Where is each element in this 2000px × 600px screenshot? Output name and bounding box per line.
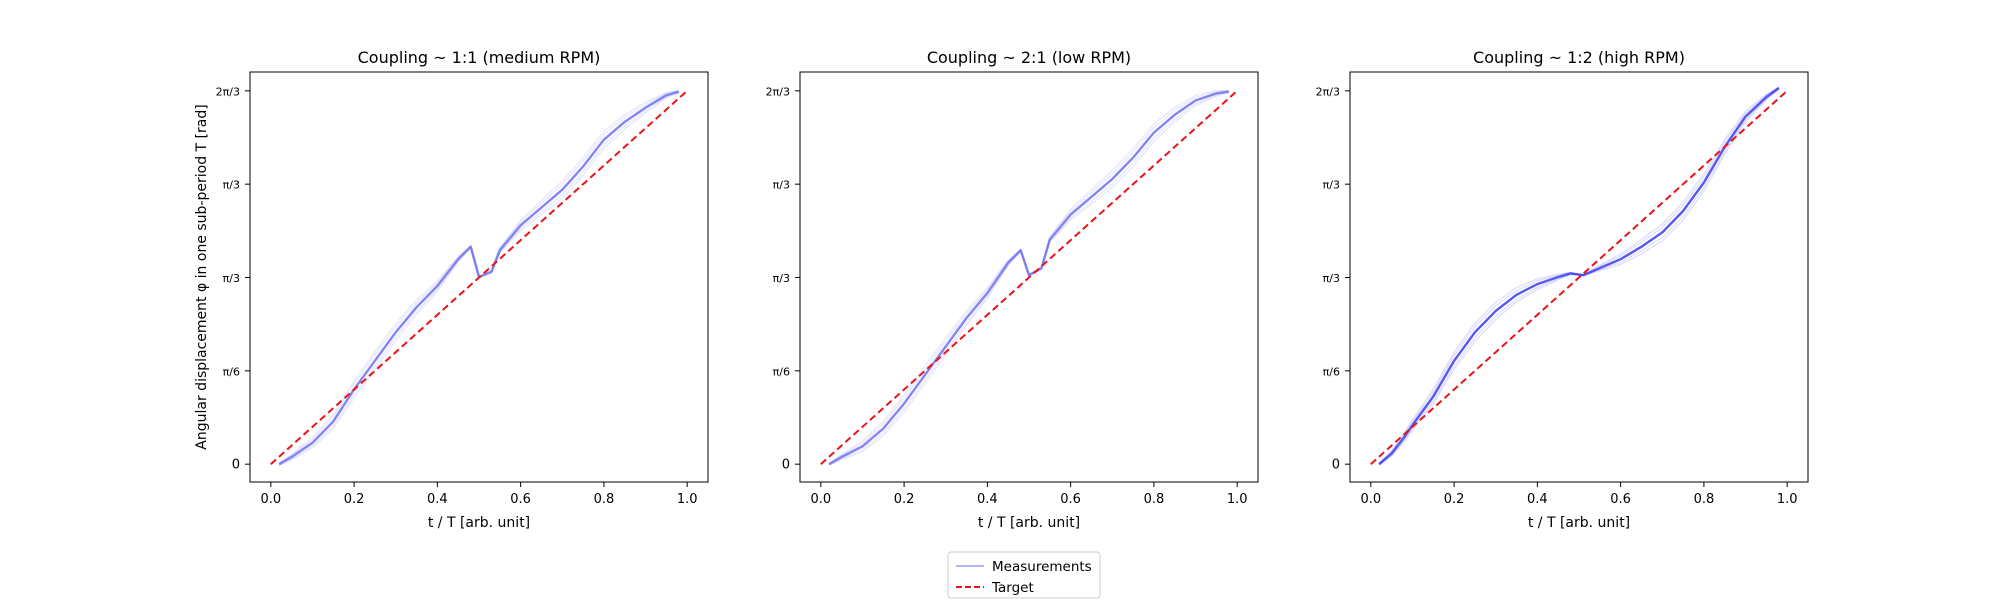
y-tick-label: π/6: [1323, 365, 1340, 378]
x-tick-label: 0.8: [1694, 492, 1715, 507]
legend: Measurements Target: [947, 551, 1101, 599]
y-tick-label: π/3: [1323, 272, 1340, 285]
y-tick-label: π/3: [223, 272, 240, 285]
plot-area: [270, 89, 688, 466]
measurement-trace-faint: [1378, 86, 1780, 466]
x-tick-label: 0.2: [1444, 492, 1465, 507]
x-tick-label: 0.0: [810, 492, 831, 507]
y-tick-label: π/3: [1323, 179, 1340, 192]
subplot-title: Coupling ~ 1:1 (medium RPM): [358, 48, 601, 67]
x-tick-label: 0.8: [594, 492, 615, 507]
target-line: [820, 90, 1238, 465]
x-axis-label: t / T [arb. unit]: [1528, 515, 1630, 531]
measurement-line: [1378, 87, 1780, 466]
panels: Coupling ~ 1:1 (medium RPM) 0.0 0.2 0.4 0.6 0…: [194, 48, 1809, 531]
measurement-trace-faint: [1378, 88, 1780, 464]
measurement-trace-faint: [1378, 88, 1780, 464]
x-tick-label: 0.2: [344, 492, 365, 507]
x-axis-label: t / T [arb. unit]: [978, 515, 1080, 531]
subplot-title: Coupling ~ 2:1 (low RPM): [927, 48, 1131, 67]
legend-label: Target: [991, 580, 1034, 596]
subplot-title: Coupling ~ 1:2 (high RPM): [1473, 48, 1685, 67]
target-line: [270, 90, 688, 465]
subplot-3: Coupling ~ 1:2 (high RPM) 0.0 0.2 0.4 0.6 0.8…: [1316, 48, 1809, 531]
y-tick-label: 0: [782, 458, 790, 473]
plot-area: [820, 89, 1238, 466]
y-tick-label: 2π/3: [216, 85, 240, 98]
x-tick-label: 1.0: [1227, 492, 1248, 507]
y-axis-label: Angular displacement φ in one sub-period…: [194, 104, 210, 449]
x-tick-label: 1.0: [1777, 492, 1798, 507]
subplot-1: Coupling ~ 1:1 (medium RPM) 0.0 0.2 0.4 0.6 0…: [194, 48, 709, 531]
y-tick-label: 0: [232, 458, 240, 473]
subplot-2: Coupling ~ 2:1 (low RPM) 0.0 0.2 0.4 0.6 0.8 1…: [766, 48, 1259, 531]
y-tick-label: 2π/3: [1316, 85, 1340, 98]
measurement-trace-faint: [1378, 86, 1780, 466]
x-tick-label: 0.4: [1527, 492, 1548, 507]
x-tick-label: 1.0: [677, 492, 698, 507]
x-tick-label: 0.6: [510, 492, 531, 507]
y-tick-label: π/6: [223, 365, 240, 378]
y-tick-label: 2π/3: [766, 85, 790, 98]
target-line: [1370, 90, 1788, 465]
x-axis-label: t / T [arb. unit]: [428, 515, 530, 531]
y-tick-label: 0: [1332, 458, 1340, 473]
legend-label: Measurements: [992, 559, 1092, 575]
x-tick-label: 0.4: [977, 492, 998, 507]
x-tick-label: 0.4: [427, 492, 448, 507]
y-tick-label: π/6: [773, 365, 790, 378]
y-tick-label: π/3: [773, 179, 790, 192]
measurement-line: [828, 90, 1230, 466]
legend-frame: [947, 551, 1101, 599]
x-tick-label: 0.0: [260, 492, 281, 507]
x-tick-label: 0.2: [894, 492, 915, 507]
x-tick-label: 0.6: [1060, 492, 1081, 507]
x-tick-label: 0.8: [1144, 492, 1165, 507]
x-tick-label: 0.0: [1360, 492, 1381, 507]
plot-area: [1370, 86, 1788, 466]
y-tick-label: π/3: [223, 179, 240, 192]
y-tick-label: π/3: [773, 272, 790, 285]
x-tick-label: 0.6: [1610, 492, 1631, 507]
